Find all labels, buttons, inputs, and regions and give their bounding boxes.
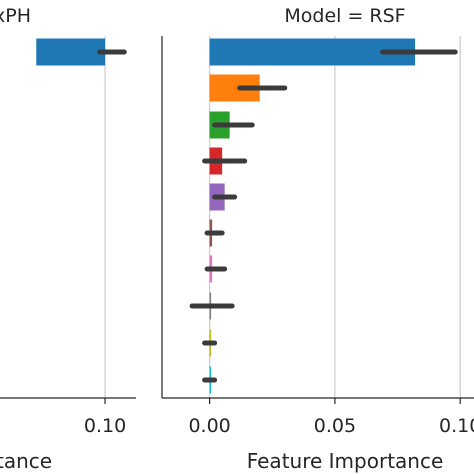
x-tick-label: 0.00: [188, 415, 230, 437]
x-tick-label: 0.05: [314, 415, 356, 437]
panel-title: xPH: [0, 5, 31, 27]
bars: [36, 38, 106, 66]
panel-title: Model = RSF: [284, 5, 405, 27]
panel-xph: 0.10 xPH tance: [0, 5, 136, 473]
bars: [209, 38, 416, 394]
x-axis-label: Feature Importance: [247, 449, 444, 473]
x-tick-label: 0.10: [84, 415, 126, 437]
x-axis-label: tance: [0, 449, 52, 473]
error-bars: [189, 49, 458, 383]
bar: [36, 38, 106, 66]
panel-rsf: 0.00 0.05 0.10 Model = RSF Feature Importa…: [161, 5, 474, 473]
x-tick-label: 0.10: [439, 415, 474, 437]
x-ticks: 0.00 0.05 0.10: [188, 398, 474, 437]
x-ticks: 0.10: [84, 398, 126, 437]
